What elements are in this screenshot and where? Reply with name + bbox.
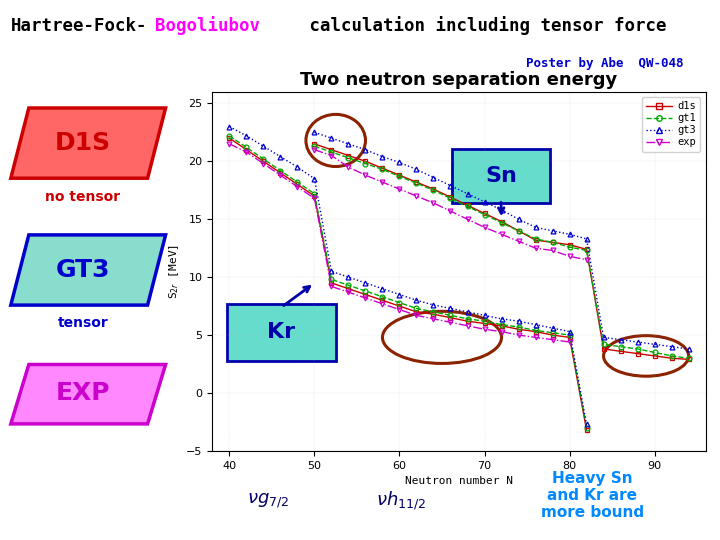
Y-axis label: S$_{2r}$ [MeV]: S$_{2r}$ [MeV]: [167, 244, 181, 299]
Text: Heavy Sn
and Kr are
more bound: Heavy Sn and Kr are more bound: [541, 470, 644, 521]
Text: calculation including tensor force: calculation including tensor force: [299, 16, 666, 35]
Text: tensor: tensor: [58, 316, 108, 330]
Text: $\nu g_{7/2}$: $\nu g_{7/2}$: [247, 491, 289, 510]
X-axis label: Neutron number N: Neutron number N: [405, 476, 513, 486]
Text: no tensor: no tensor: [45, 190, 120, 204]
FancyBboxPatch shape: [228, 303, 336, 361]
Text: Poster by Abe  QW-048: Poster by Abe QW-048: [526, 57, 684, 71]
Text: Hartree-Fock-: Hartree-Fock-: [11, 17, 148, 35]
Legend: d1s, gt1, gt3, exp: d1s, gt1, gt3, exp: [642, 97, 701, 152]
Title: Two neutron separation energy: Two neutron separation energy: [300, 71, 618, 89]
Text: Bogoliubov: Bogoliubov: [155, 16, 260, 35]
Text: D1S: D1S: [55, 131, 111, 155]
Text: Kr: Kr: [267, 322, 295, 342]
Text: $\nu h_{11/2}$: $\nu h_{11/2}$: [377, 490, 426, 512]
FancyBboxPatch shape: [451, 149, 550, 203]
Text: Sn: Sn: [485, 166, 517, 186]
Text: EXP: EXP: [55, 381, 110, 405]
Text: GT3: GT3: [55, 258, 110, 282]
